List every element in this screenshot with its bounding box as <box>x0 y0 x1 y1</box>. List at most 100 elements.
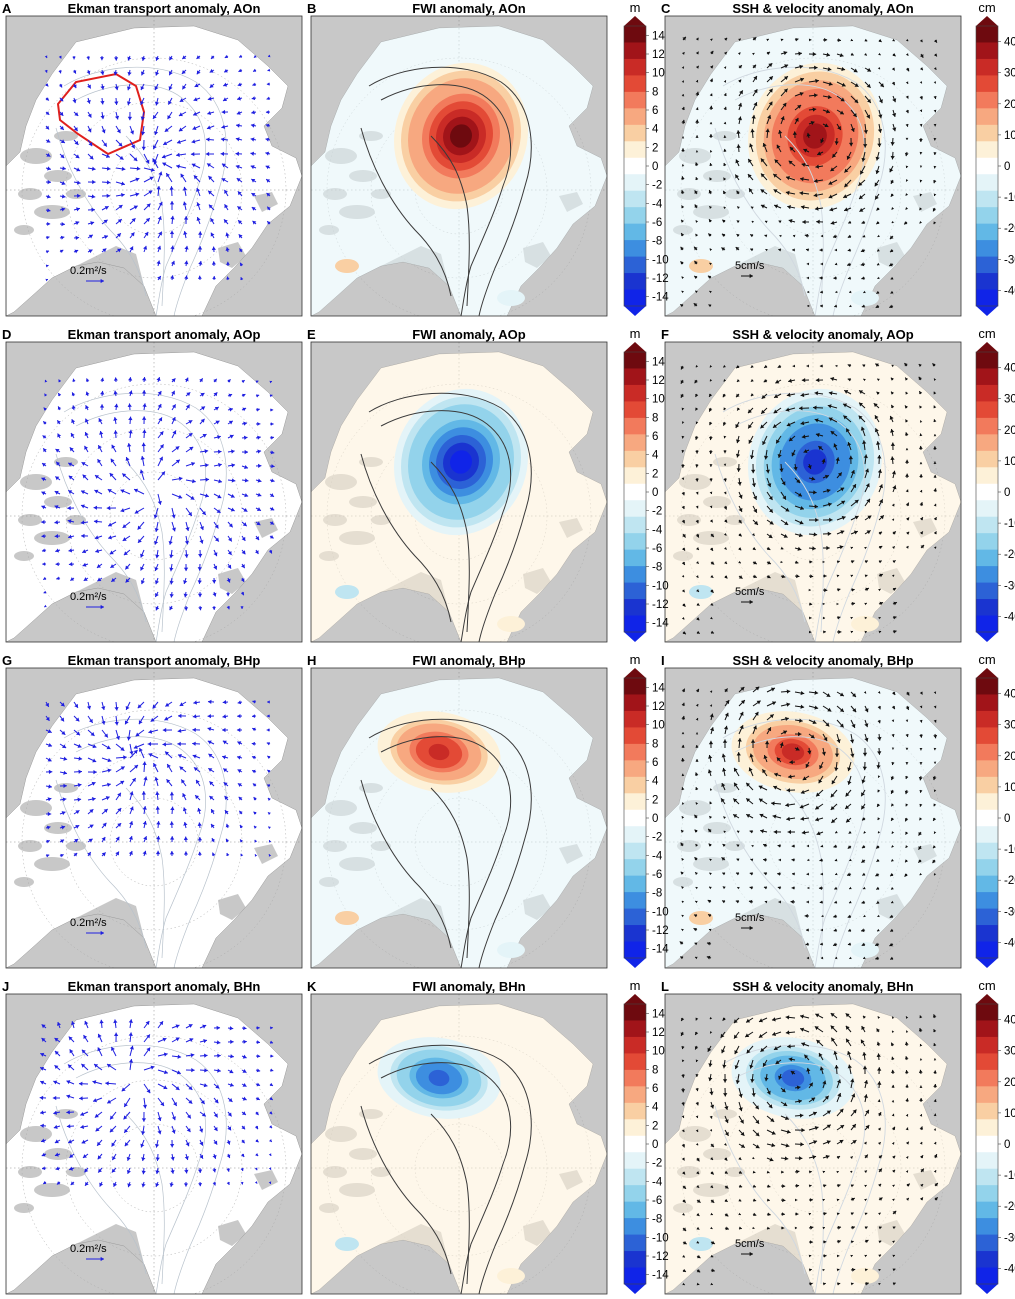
ekman-arrow-head <box>230 507 235 512</box>
ekman-arrow-head <box>192 754 197 759</box>
scale-arrow-head <box>100 1256 104 1262</box>
ekman-arrow-head <box>173 1102 177 1107</box>
panel-title: FWI anomaly, BHp <box>412 653 525 668</box>
velocity-arrow-head <box>806 900 809 904</box>
ekman-arrow-head <box>159 444 164 449</box>
ekman-arrow-head <box>42 1166 46 1171</box>
ekman-arrow-head <box>227 379 231 383</box>
velocity-arrow-head <box>766 51 770 55</box>
velocity-arrow-head <box>847 914 851 918</box>
velocity-arrow-head <box>864 574 868 578</box>
velocity-arrow-head <box>776 144 781 149</box>
ekman-arrow-head <box>61 825 66 830</box>
ekman-arrow-head <box>91 797 96 802</box>
ekman-arrow-head <box>212 1168 217 1173</box>
velocity-arrow-head <box>891 719 895 722</box>
panel-title: SSH & velocity anomaly, BHp <box>732 653 913 668</box>
ekman-arrow-head <box>225 838 230 843</box>
ekman-arrow-head <box>155 1182 160 1187</box>
velocity-arrow-head <box>723 1093 728 1097</box>
ekman-arrow-head <box>224 810 229 815</box>
velocity-arrow-head <box>933 517 937 521</box>
ekman-arrow-head <box>242 1069 247 1073</box>
ekman-arrow-head <box>164 716 169 721</box>
ekman-arrow-head <box>155 606 160 611</box>
velocity-arrow-head <box>891 207 895 210</box>
velocity-arrow-head <box>847 248 851 252</box>
ekman-arrow-head <box>44 379 48 383</box>
island <box>14 1203 34 1213</box>
velocity-arrow-head <box>787 829 791 835</box>
ekman-arrow-head <box>46 825 51 830</box>
velocity-arrow-head <box>850 630 853 634</box>
velocity-arrow-head <box>767 574 771 579</box>
ekman-arrow-head <box>82 474 87 479</box>
ekman-arrow-head <box>113 417 118 421</box>
velocity-arrow-head <box>851 601 856 606</box>
velocity-arrow-head <box>736 234 740 237</box>
ekman-arrow-head <box>81 1063 86 1068</box>
velocity-arrow-head <box>933 96 937 99</box>
velocity-arrow-head <box>905 546 909 549</box>
velocity-arrow-head <box>724 519 728 523</box>
ekman-arrow-head <box>61 811 66 816</box>
velocity-arrow-head <box>724 547 727 550</box>
velocity-arrow-head <box>905 459 909 463</box>
bathymetry-contour <box>784 135 824 307</box>
velocity-arrow-head <box>933 1099 937 1103</box>
ekman-arrow-head <box>106 166 111 171</box>
ekman-arrow-head <box>124 1128 129 1133</box>
velocity-arrow-head <box>830 793 835 798</box>
ekman-arrow-head <box>169 580 174 585</box>
velocity-arrow-head <box>919 1058 923 1061</box>
ekman-arrow-head <box>269 1125 273 1129</box>
ekman-arrow-head <box>222 700 227 705</box>
velocity-arrow-head <box>933 152 937 156</box>
anomaly-patch <box>335 911 359 925</box>
ekman-arrow-head <box>265 137 270 142</box>
ekman-arrow-head <box>171 378 176 383</box>
velocity-arrow-head <box>919 734 923 738</box>
colorbar-segment <box>976 615 998 633</box>
ekman-arrow-head <box>116 129 121 134</box>
colorbar-top-triangle <box>976 16 998 26</box>
panel-k <box>310 993 608 1295</box>
velocity-arrow-head <box>806 248 809 252</box>
ekman-arrow-head <box>124 1102 128 1107</box>
velocity-arrow-head <box>813 532 818 537</box>
colorbar-segment <box>976 760 998 778</box>
island <box>34 857 70 871</box>
ekman-arrow-head <box>125 578 130 583</box>
colorbar-tick-label: -6 <box>652 869 662 881</box>
ekman-arrow-head <box>77 193 81 199</box>
ekman-arrow-head <box>168 100 172 105</box>
velocity-arrow-head <box>762 440 767 445</box>
ekman-arrow-head <box>106 745 111 750</box>
scale-arrow-head <box>100 604 104 610</box>
velocity-arrow-head <box>723 407 727 411</box>
velocity-arrow-head <box>733 1034 738 1039</box>
anomaly-contour-fill <box>803 449 827 475</box>
velocity-arrow-head <box>891 391 894 395</box>
island <box>44 1148 72 1160</box>
ekman-arrow-head <box>61 207 66 212</box>
velocity-arrow-head <box>723 435 727 439</box>
ekman-arrow-head <box>73 852 78 857</box>
ekman-arrow-head <box>198 231 203 235</box>
ekman-arrow-head <box>66 1110 70 1115</box>
velocity-arrow-head <box>723 830 727 834</box>
velocity-arrow-head <box>933 817 937 821</box>
ekman-arrow-head <box>74 249 79 254</box>
velocity-arrow-head <box>834 858 838 862</box>
velocity-arrow-head <box>815 432 820 438</box>
colorbar-segment <box>624 240 646 258</box>
velocity-arrow-head <box>768 88 773 93</box>
velocity-arrow-head <box>858 181 863 186</box>
ekman-arrow-head <box>62 797 67 802</box>
velocity-arrow-head <box>932 207 937 212</box>
velocity-arrow-head <box>861 792 865 797</box>
velocity-arrow-head <box>709 713 714 718</box>
ekman-arrow-head <box>183 231 188 235</box>
velocity-arrow-head <box>820 262 823 266</box>
